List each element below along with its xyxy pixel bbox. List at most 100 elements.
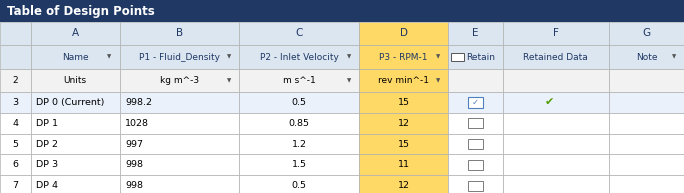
Bar: [448, 22, 503, 45]
Bar: [239, 45, 359, 69]
Text: E: E: [472, 28, 479, 38]
Text: ▼: ▼: [107, 54, 111, 59]
Text: Retain: Retain: [466, 52, 495, 62]
Bar: [609, 69, 684, 92]
Text: C: C: [295, 28, 303, 38]
Text: ▼: ▼: [347, 78, 351, 83]
Bar: [120, 22, 239, 45]
Bar: [239, 154, 359, 175]
Text: DP 2: DP 2: [36, 140, 58, 149]
Bar: [359, 92, 448, 113]
Bar: [31, 134, 120, 154]
Bar: [451, 53, 464, 61]
Bar: [609, 22, 684, 45]
Text: Retained Data: Retained Data: [523, 52, 588, 62]
Bar: [31, 154, 120, 175]
Bar: [120, 175, 239, 193]
Bar: [503, 92, 609, 113]
Text: P2 - Inlet Velocity: P2 - Inlet Velocity: [260, 52, 339, 62]
Text: Units: Units: [64, 76, 87, 85]
Bar: [120, 92, 239, 113]
Text: 11: 11: [397, 160, 410, 169]
Bar: [448, 113, 503, 134]
Bar: [31, 22, 120, 45]
Text: 12: 12: [397, 181, 410, 190]
Text: Table of Design Points: Table of Design Points: [7, 5, 155, 18]
Text: F: F: [553, 28, 559, 38]
Bar: [120, 113, 239, 134]
Bar: [239, 92, 359, 113]
Bar: [448, 154, 503, 175]
Text: 0.85: 0.85: [289, 119, 310, 128]
Bar: [0, 0, 684, 22]
Text: 7: 7: [12, 181, 18, 190]
Text: B: B: [176, 28, 183, 38]
Text: 0.5: 0.5: [292, 181, 306, 190]
Bar: [503, 22, 609, 45]
Bar: [0, 45, 31, 69]
Bar: [448, 69, 503, 92]
Bar: [609, 113, 684, 134]
Bar: [503, 154, 609, 175]
Bar: [239, 134, 359, 154]
Bar: [31, 69, 120, 92]
Bar: [120, 134, 239, 154]
Text: Name: Name: [62, 52, 88, 62]
Bar: [468, 97, 483, 108]
Text: 0.5: 0.5: [292, 98, 306, 107]
Text: ▼: ▼: [436, 54, 440, 59]
Bar: [31, 175, 120, 193]
Text: 3: 3: [12, 98, 18, 107]
Bar: [0, 113, 31, 134]
Text: m s^-1: m s^-1: [283, 76, 315, 85]
Text: ▼: ▼: [227, 78, 231, 83]
Text: ▼: ▼: [227, 54, 231, 59]
Bar: [503, 134, 609, 154]
Text: ▼: ▼: [347, 54, 351, 59]
Text: DP 1: DP 1: [36, 119, 58, 128]
Text: DP 4: DP 4: [36, 181, 58, 190]
Text: 6: 6: [12, 160, 18, 169]
Bar: [468, 118, 483, 128]
Bar: [448, 45, 503, 69]
Bar: [239, 175, 359, 193]
Bar: [31, 92, 120, 113]
Bar: [31, 45, 120, 69]
Bar: [359, 22, 448, 45]
Bar: [503, 175, 609, 193]
Bar: [239, 113, 359, 134]
Bar: [468, 160, 483, 170]
Bar: [0, 175, 31, 193]
Text: 997: 997: [125, 140, 143, 149]
Bar: [359, 45, 448, 69]
Text: ✔: ✔: [544, 97, 553, 107]
Bar: [609, 45, 684, 69]
Text: ✓: ✓: [472, 98, 479, 107]
Text: P1 - Fluid_Density: P1 - Fluid_Density: [139, 52, 220, 62]
Bar: [239, 69, 359, 92]
Bar: [359, 113, 448, 134]
Bar: [359, 69, 448, 92]
Text: 1.2: 1.2: [292, 140, 306, 149]
Text: rev min^-1: rev min^-1: [378, 76, 429, 85]
Bar: [468, 139, 483, 149]
Bar: [448, 175, 503, 193]
Bar: [503, 45, 609, 69]
Text: ▼: ▼: [436, 78, 440, 83]
Text: G: G: [642, 28, 650, 38]
Bar: [0, 22, 31, 45]
Bar: [120, 45, 239, 69]
Bar: [448, 92, 503, 113]
Text: 2: 2: [12, 76, 18, 85]
Bar: [609, 134, 684, 154]
Bar: [0, 69, 31, 92]
Bar: [609, 175, 684, 193]
Bar: [503, 69, 609, 92]
Bar: [609, 92, 684, 113]
Text: 1.5: 1.5: [292, 160, 306, 169]
Text: DP 3: DP 3: [36, 160, 58, 169]
Text: 5: 5: [12, 140, 18, 149]
Bar: [359, 175, 448, 193]
Text: Note: Note: [635, 52, 657, 62]
Text: ▼: ▼: [672, 54, 676, 59]
